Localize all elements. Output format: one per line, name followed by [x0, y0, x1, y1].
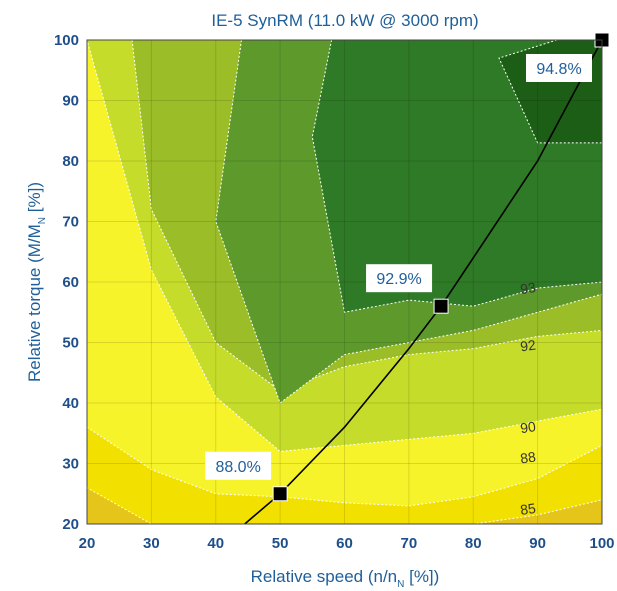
x-tick-label: 50 — [272, 535, 289, 552]
x-axis-ticks: 20 30 40 50 60 70 80 90 100 — [79, 535, 615, 552]
contour-labels: 93 92 90 88 85 — [519, 279, 537, 518]
plot-frame — [86, 39, 603, 525]
y-tick-label: 20 — [62, 516, 79, 533]
x-axis-label: Relative speed (n/nN [%]) — [251, 567, 440, 590]
operating-curve — [244, 40, 602, 524]
operating-point-label: 92.9% — [376, 271, 421, 288]
contour-label-90: 90 — [519, 418, 537, 436]
operating-point-marker — [433, 298, 449, 314]
y-tick-label: 90 — [62, 93, 79, 110]
y-axis-label: Relative torque (M/MN [%]) — [25, 182, 48, 382]
y-tick-label: 30 — [62, 456, 79, 473]
operating-curve-line — [244, 40, 602, 524]
y-tick-label: 100 — [54, 32, 79, 49]
operating-point-label: 88.0% — [215, 459, 260, 476]
operating-point-label: 94.8% — [536, 61, 581, 78]
x-tick-label: 100 — [589, 535, 614, 552]
x-tick-label: 40 — [207, 535, 224, 552]
x-tick-label: 90 — [529, 535, 546, 552]
operating-point-label-box — [205, 451, 272, 480]
x-tick-label: 60 — [336, 535, 353, 552]
y-tick-label: 60 — [62, 274, 79, 291]
x-tick-label: 80 — [465, 535, 482, 552]
x-tick-label: 20 — [79, 535, 96, 552]
contour-regions — [87, 40, 602, 524]
contour-label-93: 93 — [519, 279, 537, 297]
chart-title: IE-5 SynRM (11.0 kW @ 3000 rpm) — [211, 11, 478, 30]
x-tick-label: 70 — [401, 535, 418, 552]
contour-label-92: 92 — [519, 336, 537, 354]
operating-point-marker — [272, 486, 288, 502]
y-tick-label: 40 — [62, 395, 79, 412]
x-tick-label: 30 — [143, 535, 160, 552]
y-tick-label: 80 — [62, 153, 79, 170]
y-tick-label: 50 — [62, 335, 79, 352]
operating-points: 88.0% 92.9% 94.8% — [205, 32, 610, 502]
y-tick-label: 70 — [62, 214, 79, 231]
operating-point-label-box — [526, 54, 592, 82]
operating-point-label-box — [366, 264, 433, 293]
y-axis-ticks: 20 30 40 50 60 70 80 90 100 — [54, 32, 79, 533]
contour-label-88: 88 — [519, 448, 537, 466]
contour-label-85: 85 — [519, 500, 537, 518]
